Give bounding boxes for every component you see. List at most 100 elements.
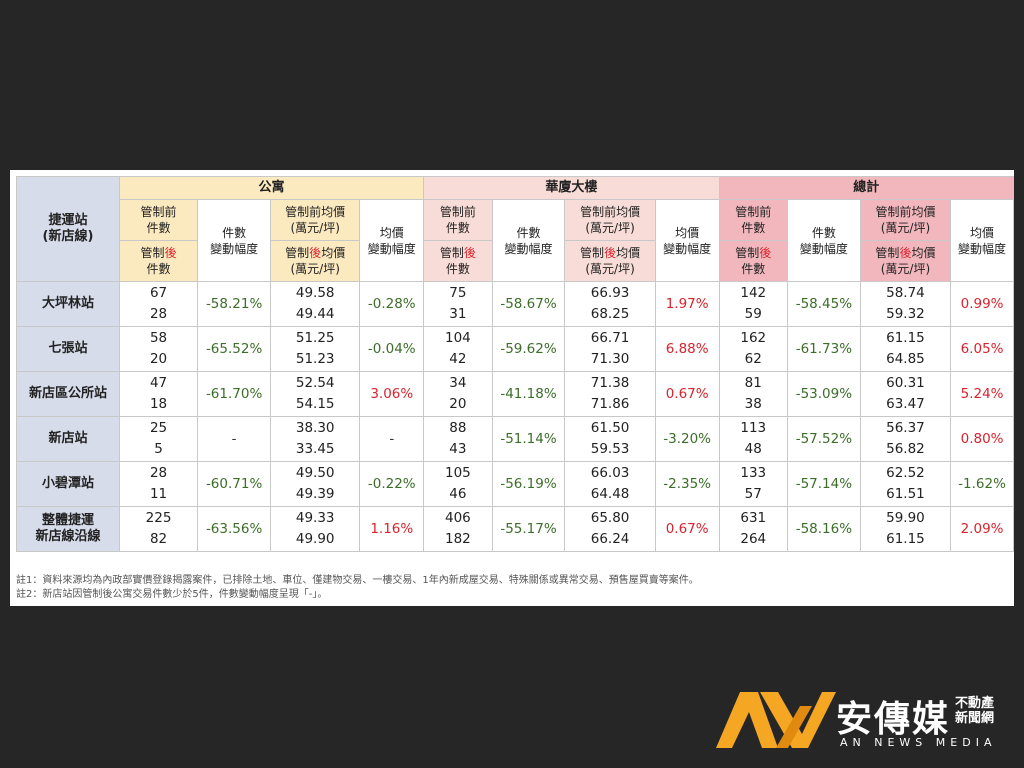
price-before: 49.58 [295,285,335,301]
price-after: 54.15 [295,396,335,412]
average-prices: 66.71 71.30 [564,326,656,372]
header-price-before: 管制前均價 (萬元/坪) [270,199,361,241]
count-change: -55.17% [491,506,566,552]
transaction-counts: 113 48 [718,416,788,462]
count-after: 20 [149,351,168,367]
price-change: -1.62% [950,461,1014,507]
transaction-counts: 34 20 [423,371,493,417]
transaction-counts: 406 182 [423,506,493,552]
price-after: 71.86 [590,396,630,412]
price-before: 58.74 [886,285,925,301]
count-after: 264 [740,531,767,547]
count-after: 62 [744,351,762,367]
average-prices: 65.80 66.24 [564,506,656,552]
average-prices: 59.90 61.15 [859,506,952,552]
count-after: 11 [149,486,168,502]
transaction-counts: 142 59 [718,281,788,327]
transaction-counts: 133 57 [718,461,788,507]
price-change: 0.67% [654,371,720,417]
price-change: 0.99% [950,281,1014,327]
count-before: 104 [444,330,471,346]
transaction-counts: 162 62 [718,326,788,372]
station-name: 新店站 [16,416,120,462]
table-row: 大坪林站 67 28 -58.21% 49.58 49.44 -0.28% 75 31 -58.6… [16,281,1014,327]
count-before: 58 [149,330,168,346]
footnote-1: 註1：資料來源均為內政部實價登錄揭露案件，已排除土地、車位、僅建物交易、一樓交易… [16,575,699,586]
price-change: -3.20% [654,416,720,462]
count-change: -65.52% [197,326,272,372]
count-change: -41.18% [491,371,566,417]
price-after: 61.51 [886,486,925,502]
price-change: 5.24% [950,371,1014,417]
count-after: 59 [744,306,762,322]
count-before: 67 [149,285,168,301]
group-header-total: 總計 [718,176,1015,200]
header-count-after: 管制後 件數 [423,240,493,282]
price-before: 38.30 [295,420,335,436]
price-after: 59.32 [886,306,925,322]
price-after: 49.44 [295,306,335,322]
transaction-counts: 104 42 [423,326,493,372]
header-count-before: 管制前 件數 [718,199,788,241]
price-after: 51.23 [295,351,335,367]
average-prices: 71.38 71.86 [564,371,656,417]
transaction-counts: 58 20 [118,326,199,372]
header-count-change: 件數 變動幅度 [491,199,566,282]
transaction-counts: 225 82 [118,506,199,552]
footnotes: 註1：資料來源均為內政部實價登錄揭露案件，已排除土地、車位、僅建物交易、一樓交易… [16,574,1006,602]
average-prices: 61.50 59.53 [564,416,656,462]
header-count-after: 管制後 件數 [718,240,788,282]
average-prices: 60.31 63.47 [859,371,952,417]
price-change: - [359,416,425,462]
count-after: 57 [744,486,762,502]
price-change: 0.80% [950,416,1014,462]
price-before: 59.90 [886,510,925,526]
price-change: 1.97% [654,281,720,327]
count-before: 81 [744,375,762,391]
count-before: 406 [444,510,471,526]
header-count-change: 件數 變動幅度 [197,199,272,282]
price-before: 60.31 [886,375,925,391]
price-after: 71.30 [590,351,630,367]
count-change: -57.52% [786,416,861,462]
count-after: 42 [449,351,467,367]
group-header-building: 華廈大樓 [423,176,720,200]
count-change: -51.14% [491,416,566,462]
price-change: -0.04% [359,326,425,372]
count-change: -57.14% [786,461,861,507]
transaction-counts: 47 18 [118,371,199,417]
transaction-counts: 81 38 [718,371,788,417]
transaction-counts: 105 46 [423,461,493,507]
header-price-before: 管制前均價 (萬元/坪) [859,199,952,241]
price-change: -0.22% [359,461,425,507]
average-prices: 66.93 68.25 [564,281,656,327]
transaction-counts: 67 28 [118,281,199,327]
price-change: -2.35% [654,461,720,507]
price-after: 66.24 [590,531,630,547]
price-after: 63.47 [886,396,925,412]
header-count-after: 管制後 件數 [118,240,199,282]
header-price-before: 管制前均價 (萬元/坪) [564,199,656,241]
header-count-before: 管制前 件數 [118,199,199,241]
price-change: 0.67% [654,506,720,552]
logo-subtitle: 不動產 新聞網 [955,696,1005,726]
count-change: -58.45% [786,281,861,327]
price-before: 49.50 [295,465,335,481]
station-name: 大坪林站 [16,281,120,327]
count-after: 48 [744,441,762,457]
logo-english-name: AN NEWS MEDIA [840,736,997,749]
count-before: 47 [149,375,168,391]
price-change: 2.09% [950,506,1014,552]
count-change: -61.73% [786,326,861,372]
station-name: 整體捷運 新店線沿線 [16,506,120,552]
price-change-table: 捷運站 (新店線) 公寓 華廈大樓 總計 管制前 件數 件數 變動幅度 管制前均價 … [16,176,1015,552]
station-name: 七張站 [16,326,120,372]
count-before: 225 [145,510,172,526]
price-after: 64.85 [886,351,925,367]
table-row: 新店區公所站 47 18 -61.70% 52.54 54.15 3.06% 34 20 -41.… [16,371,1014,417]
count-before: 28 [149,465,168,481]
average-prices: 58.74 59.32 [859,281,952,327]
count-after: 38 [744,396,762,412]
count-change: -60.71% [197,461,272,507]
count-after: 182 [444,531,471,547]
